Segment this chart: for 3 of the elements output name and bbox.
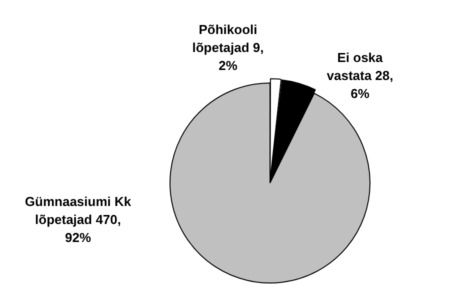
slice-label: Põhikooli lõpetajad 9, 2% xyxy=(192,22,264,74)
slice-label: Ei oska vastata 28, 6% xyxy=(326,50,394,102)
slice-label: Gümnaasiumi Kk lõpetajad 470, 92% xyxy=(24,194,132,246)
